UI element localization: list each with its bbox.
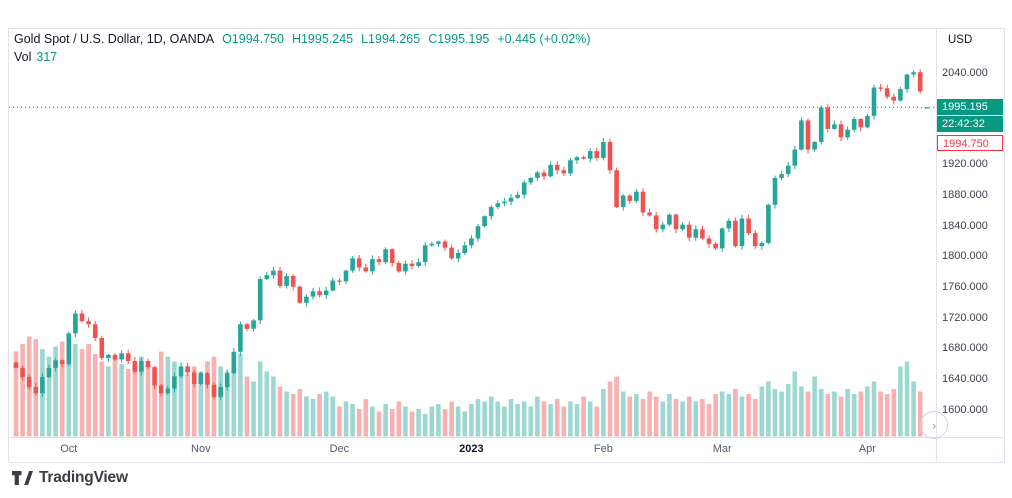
price-axis[interactable]: USD 2040.000 1920.000 1880.000 1840.000 1800…	[937, 0, 1004, 461]
price-tick-label: 2040.000	[942, 66, 988, 79]
price-tick-label: 1680.000	[942, 342, 988, 355]
price-tick-label: 1800.000	[942, 250, 988, 263]
ohlc-high: H1995.245	[291, 32, 354, 46]
chevron-right-icon: ›	[931, 417, 937, 433]
time-axis-label: 2023	[459, 443, 484, 455]
tradingview-mark-icon	[12, 470, 33, 486]
volume-label: Vol	[14, 50, 32, 64]
time-axis-label: Apr	[858, 443, 876, 455]
price-tick-label: 1640.000	[942, 372, 988, 385]
price-tick-label: 1920.000	[942, 158, 988, 171]
chart-legend: Gold Spot / U.S. Dollar, 1D, OANDA O1994…	[14, 31, 591, 65]
time-axis-label: Dec	[329, 443, 350, 455]
time-axis[interactable]: Oct Nov Dec 2023 Feb Mar Apr	[0, 438, 937, 461]
price-tick-label: 1760.000	[942, 280, 988, 293]
volume-value: 317	[36, 50, 58, 64]
ohlc-low: L1994.265	[361, 32, 421, 46]
price-tick-label: 1600.000	[942, 403, 988, 416]
candles-layer	[13, 69, 930, 400]
currency-label[interactable]: USD	[948, 34, 973, 46]
go-to-realtime-button[interactable]: ›	[920, 411, 948, 439]
price-change: +0.445 (+0.02%)	[497, 32, 591, 46]
footer: TradingView	[0, 462, 1012, 498]
tradingview-logo[interactable]: TradingView	[12, 469, 128, 487]
countdown-badge: 22:42:32	[937, 115, 1003, 132]
price-tick-label: 1880.000	[942, 189, 988, 202]
ohlc-open: O1994.750	[222, 32, 284, 46]
last-price-badge: 1995.195	[937, 99, 1003, 116]
time-axis-label: Oct	[60, 443, 78, 455]
symbol-title[interactable]: Gold Spot / U.S. Dollar, 1D, OANDA	[14, 32, 215, 46]
time-axis-separator	[8, 437, 1003, 438]
time-axis-label: Mar	[712, 443, 732, 455]
volume-layer	[13, 336, 930, 437]
tradingview-wordmark: TradingView	[39, 469, 128, 486]
time-axis-label: Feb	[593, 443, 613, 455]
time-axis-label: Nov	[191, 443, 211, 455]
price-axis-separator	[936, 28, 937, 461]
price-tick-label: 1720.000	[942, 311, 988, 324]
ohlc-close: C1995.195	[428, 32, 490, 46]
price-tick-label: 1840.000	[942, 219, 988, 232]
prev-close-badge: 1994.750	[937, 135, 1003, 151]
